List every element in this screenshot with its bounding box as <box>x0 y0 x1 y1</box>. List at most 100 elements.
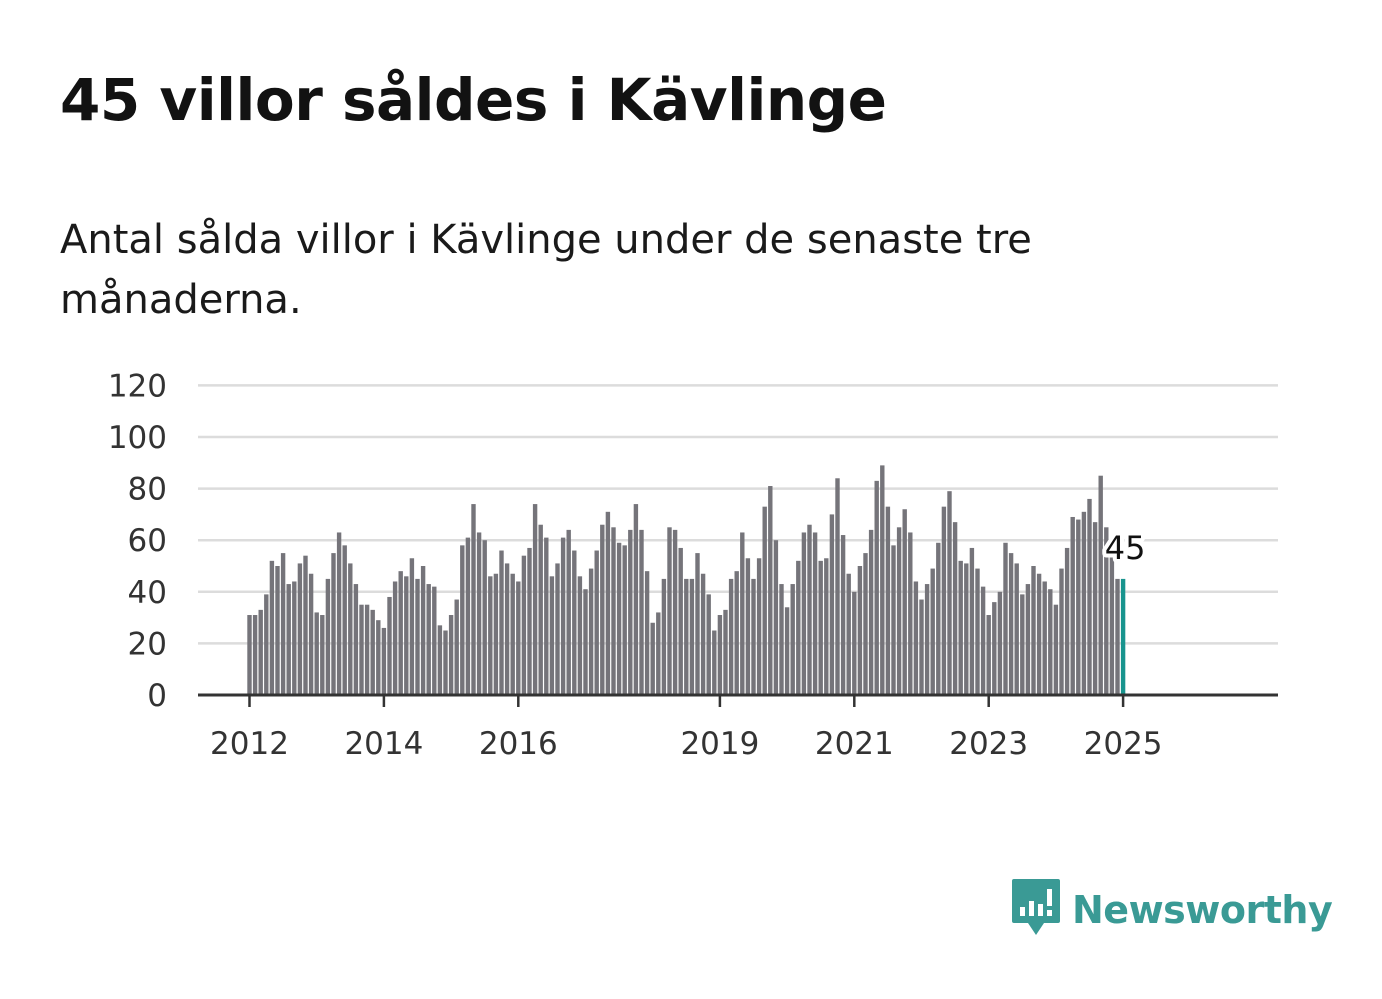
bar <box>941 506 947 695</box>
bar <box>516 581 521 695</box>
bar <box>387 596 392 695</box>
bar <box>476 532 482 695</box>
bar <box>779 584 784 695</box>
bar <box>353 584 359 695</box>
highlight-bar <box>1120 578 1126 695</box>
bar <box>437 625 443 695</box>
bar <box>364 604 370 695</box>
bar <box>331 553 336 695</box>
bar <box>824 558 829 695</box>
bar <box>924 584 930 695</box>
bar <box>1025 584 1031 695</box>
bar <box>734 571 739 695</box>
bar-chart: 0 20 40 60 80 100 120 2012 2014 2016 2019 2021 2023 2… <box>108 368 1278 762</box>
bar <box>286 584 291 695</box>
y-tick-label: 40 <box>128 575 167 611</box>
bar <box>566 529 571 695</box>
bar <box>482 540 487 695</box>
bar <box>896 527 902 695</box>
bar <box>1003 542 1008 695</box>
bar <box>1031 566 1036 695</box>
bar <box>644 571 650 695</box>
bar <box>1070 516 1075 695</box>
bar <box>751 578 756 695</box>
bar <box>342 545 347 695</box>
brand-name: Newsworthy <box>1072 888 1333 932</box>
bar <box>902 509 907 695</box>
bar <box>1020 594 1025 695</box>
bar <box>264 594 269 695</box>
bar <box>572 550 577 695</box>
bar <box>863 553 868 695</box>
bar <box>1059 568 1064 695</box>
bar <box>661 578 667 695</box>
bar <box>790 584 795 695</box>
bar <box>633 504 639 695</box>
bar <box>706 594 711 695</box>
bar <box>969 547 975 695</box>
bar <box>689 578 695 695</box>
bar <box>443 630 448 695</box>
bar <box>997 591 1003 695</box>
bar <box>628 529 633 695</box>
bar <box>857 566 863 695</box>
bar <box>532 504 538 695</box>
y-tick-label: 20 <box>128 626 167 662</box>
bar <box>448 615 454 695</box>
bar <box>656 612 661 695</box>
bar <box>908 532 913 695</box>
bar <box>1092 522 1098 695</box>
bar <box>745 558 751 695</box>
bar <box>947 491 952 695</box>
bar <box>348 563 353 695</box>
bar <box>762 506 767 695</box>
bar <box>409 558 415 695</box>
bar <box>880 465 885 695</box>
y-tick-label: 80 <box>128 472 167 508</box>
bar <box>930 568 935 695</box>
newsworthy-brand[interactable]: Newsworthy <box>1010 877 1333 943</box>
bar <box>852 591 857 695</box>
bar <box>936 542 941 695</box>
x-tick-label: 2012 <box>210 726 289 762</box>
bar <box>784 607 790 695</box>
bar <box>1115 578 1120 695</box>
bar <box>454 599 459 695</box>
bar <box>493 573 499 695</box>
bar <box>796 560 801 695</box>
axes: 0 20 40 60 80 100 120 2012 2014 2016 2019 2021 2023 2… <box>108 368 1278 762</box>
bar <box>700 573 706 695</box>
bar <box>415 578 420 695</box>
bar <box>616 542 622 695</box>
bar <box>420 566 426 695</box>
bar <box>426 584 431 695</box>
bar <box>381 627 387 695</box>
bar <box>499 550 504 695</box>
bar <box>325 578 331 695</box>
bar <box>639 529 644 695</box>
bar <box>807 524 812 695</box>
bar <box>773 540 779 695</box>
bar <box>308 573 314 695</box>
newsworthy-logo-icon <box>1010 877 1062 943</box>
y-tick-label: 120 <box>108 368 167 404</box>
bar <box>460 545 465 695</box>
bar <box>465 537 471 695</box>
bar <box>1042 581 1047 695</box>
bar <box>1087 498 1092 695</box>
bar <box>370 609 375 695</box>
bar <box>650 622 655 695</box>
bar <box>359 604 364 695</box>
bar <box>835 478 840 695</box>
bar <box>1036 573 1042 695</box>
bar <box>392 581 398 695</box>
bar <box>376 620 381 695</box>
bar <box>975 568 980 695</box>
chart-subtitle: Antal sålda villor i Kävlinge under de s… <box>60 217 1032 323</box>
bar <box>269 560 275 695</box>
bar <box>611 527 616 695</box>
bar <box>672 529 678 695</box>
bar <box>521 555 527 695</box>
bar <box>258 609 263 695</box>
bar <box>913 581 919 695</box>
